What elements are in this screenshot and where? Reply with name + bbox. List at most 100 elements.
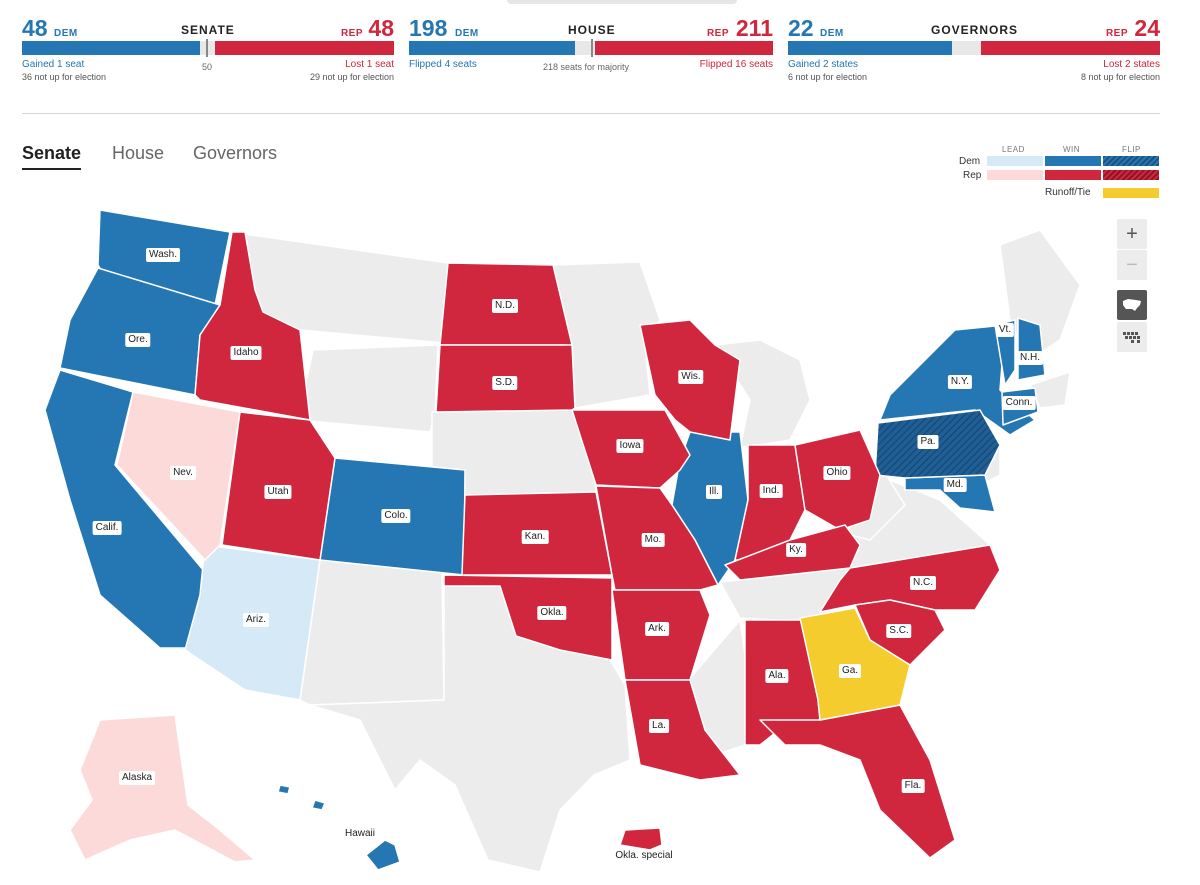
senate-midline: 50 [202, 62, 213, 72]
governors-rep-tag: REP [1105, 28, 1128, 39]
legend-rep-flip-swatch [1103, 170, 1159, 180]
label-hawaii: Hawaii [341, 827, 379, 841]
label-south-dakota: S.D. [492, 376, 518, 390]
scoreboard: 48 DEM SENATE REP 48 Gained 1 seat 50 Lo… [22, 0, 1162, 90]
legend-dem-flip-swatch [1103, 156, 1159, 166]
label-missouri: Mo. [641, 533, 665, 547]
legend-runoff-label: Runoff/Tie [1045, 187, 1091, 198]
governors-dem-count: 22 [788, 15, 814, 41]
senate-title: SENATE [181, 23, 235, 37]
house-summary[interactable]: 198 DEM HOUSE REP 211 Flipped 4 seats 21… [409, 14, 773, 90]
label-louisiana: La. [649, 719, 669, 733]
house-title: HOUSE [568, 23, 616, 37]
legend-row-dem: Dem [959, 156, 981, 167]
no-race-states [236, 229, 1081, 873]
label-alaska: Alaska [118, 771, 156, 785]
label-kentucky: Ky. [786, 543, 806, 557]
state-hawaii-maui[interactable] [311, 799, 326, 811]
senate-dem-note: 36 not up for election [22, 72, 107, 82]
tab-senate[interactable]: Senate [22, 143, 82, 170]
state-california[interactable] [44, 369, 221, 649]
governors-bar [788, 41, 1160, 55]
state-ohio[interactable] [794, 429, 881, 531]
label-oklahoma-special: Okla. special [615, 850, 673, 861]
governors-rep-note: 8 not up for election [1080, 72, 1160, 82]
tab-house[interactable]: House [112, 143, 165, 163]
legend-dem-lead-swatch [987, 156, 1043, 166]
governors-title: GOVERNORS [931, 23, 1019, 37]
label-kansas: Kan. [521, 530, 549, 544]
house-dem-bar [409, 41, 575, 55]
label-new-hampshire: N.H. [1017, 351, 1043, 365]
state-hawaii-big-island[interactable] [365, 839, 401, 871]
label-connecticut: Conn. [1002, 396, 1036, 410]
senate-rep-bar [215, 41, 394, 55]
house-dem-count: 198 [409, 15, 448, 41]
state-florida[interactable] [759, 704, 956, 859]
us-senate-map: Wash. Ore. Calif. Idaho Nev. Utah Ariz. … [30, 195, 1110, 875]
state-hawaii-oahu[interactable] [277, 784, 291, 795]
zoom-in-button[interactable]: + [1117, 219, 1147, 249]
label-indiana: Ind. [759, 484, 783, 498]
legend-dem-win-swatch [1045, 156, 1101, 166]
label-georgia: Ga. [838, 664, 862, 678]
label-oklahoma: Okla. [537, 606, 567, 620]
house-majority-mark [591, 39, 593, 57]
label-florida: Fla. [901, 779, 925, 793]
state-wyoming[interactable] [297, 344, 439, 433]
tab-governors[interactable]: Governors [193, 143, 278, 163]
state-alaska[interactable] [69, 714, 256, 863]
label-wisconsin: Wis. [678, 370, 704, 384]
legend-col-flip: FLIP [1122, 145, 1141, 154]
state-oklahoma-special[interactable] [619, 827, 663, 851]
label-iowa: Iowa [616, 439, 644, 453]
state-new-mexico[interactable] [299, 559, 445, 706]
top-notch [507, 0, 737, 4]
house-dem-tag: DEM [455, 28, 479, 39]
house-seat-bar [409, 39, 773, 57]
governors-dem-note: 6 not up for election [788, 72, 868, 82]
governors-dem-bar [788, 41, 952, 55]
label-colorado: Colo. [381, 509, 411, 523]
state-new-hampshire[interactable] [1017, 317, 1046, 381]
legend-row-rep: Rep [963, 170, 982, 181]
senate-summary[interactable]: 48 DEM SENATE REP 48 Gained 1 seat 50 Lo… [22, 14, 394, 90]
label-south-carolina: S.C. [886, 624, 912, 638]
governors-rep-change: Lost 2 states [1103, 59, 1160, 70]
label-pennsylvania: Pa. [917, 435, 939, 449]
house-rep-bar [595, 41, 773, 55]
zoom-out-button[interactable]: − [1117, 250, 1147, 280]
state-louisiana[interactable] [624, 679, 741, 781]
senate-dem-count: 48 [22, 15, 48, 41]
legend-runoff-swatch [1103, 188, 1159, 198]
governors-summary[interactable]: 22 DEM GOVERNORS REP 24 Gained 2 states … [788, 14, 1160, 90]
label-arkansas: Ark. [645, 622, 669, 636]
senate-dem-tag: DEM [54, 28, 78, 39]
label-idaho: Idaho [230, 346, 262, 360]
label-new-york: N.Y. [947, 375, 973, 389]
label-california: Calif. [92, 521, 122, 535]
senate-rep-tag: REP [340, 28, 363, 39]
map-legend: LEAD WIN FLIP Dem Rep Runoff/Tie [950, 143, 1162, 203]
house-rep-count: 211 [735, 15, 773, 41]
label-washington: Wash. [146, 248, 180, 262]
senate-rep-note: 29 not up for election [309, 72, 394, 82]
label-illinois: Ill. [706, 485, 722, 499]
house-dem-change: Flipped 4 seats [409, 59, 477, 70]
legend-col-lead: LEAD [1002, 145, 1025, 154]
header-divider [22, 113, 1160, 114]
legend-rep-lead-swatch [987, 170, 1043, 180]
senate-rep-change: Lost 1 seat [345, 59, 394, 70]
legend-col-win: WIN [1063, 145, 1081, 154]
house-rep-change: Flipped 16 seats [699, 59, 773, 70]
label-vermont: Vt. [995, 323, 1015, 337]
label-ohio: Ohio [823, 466, 851, 480]
label-north-carolina: N.C. [910, 576, 936, 590]
senate-dem-bar [22, 41, 200, 55]
house-midline: 218 seats for majority [543, 62, 630, 72]
us-map-icon[interactable] [1117, 290, 1147, 320]
cartogram-icon[interactable] [1117, 322, 1147, 352]
label-north-dakota: N.D. [492, 299, 518, 313]
label-nevada: Nev. [170, 466, 196, 480]
governors-rep-bar [981, 41, 1160, 55]
